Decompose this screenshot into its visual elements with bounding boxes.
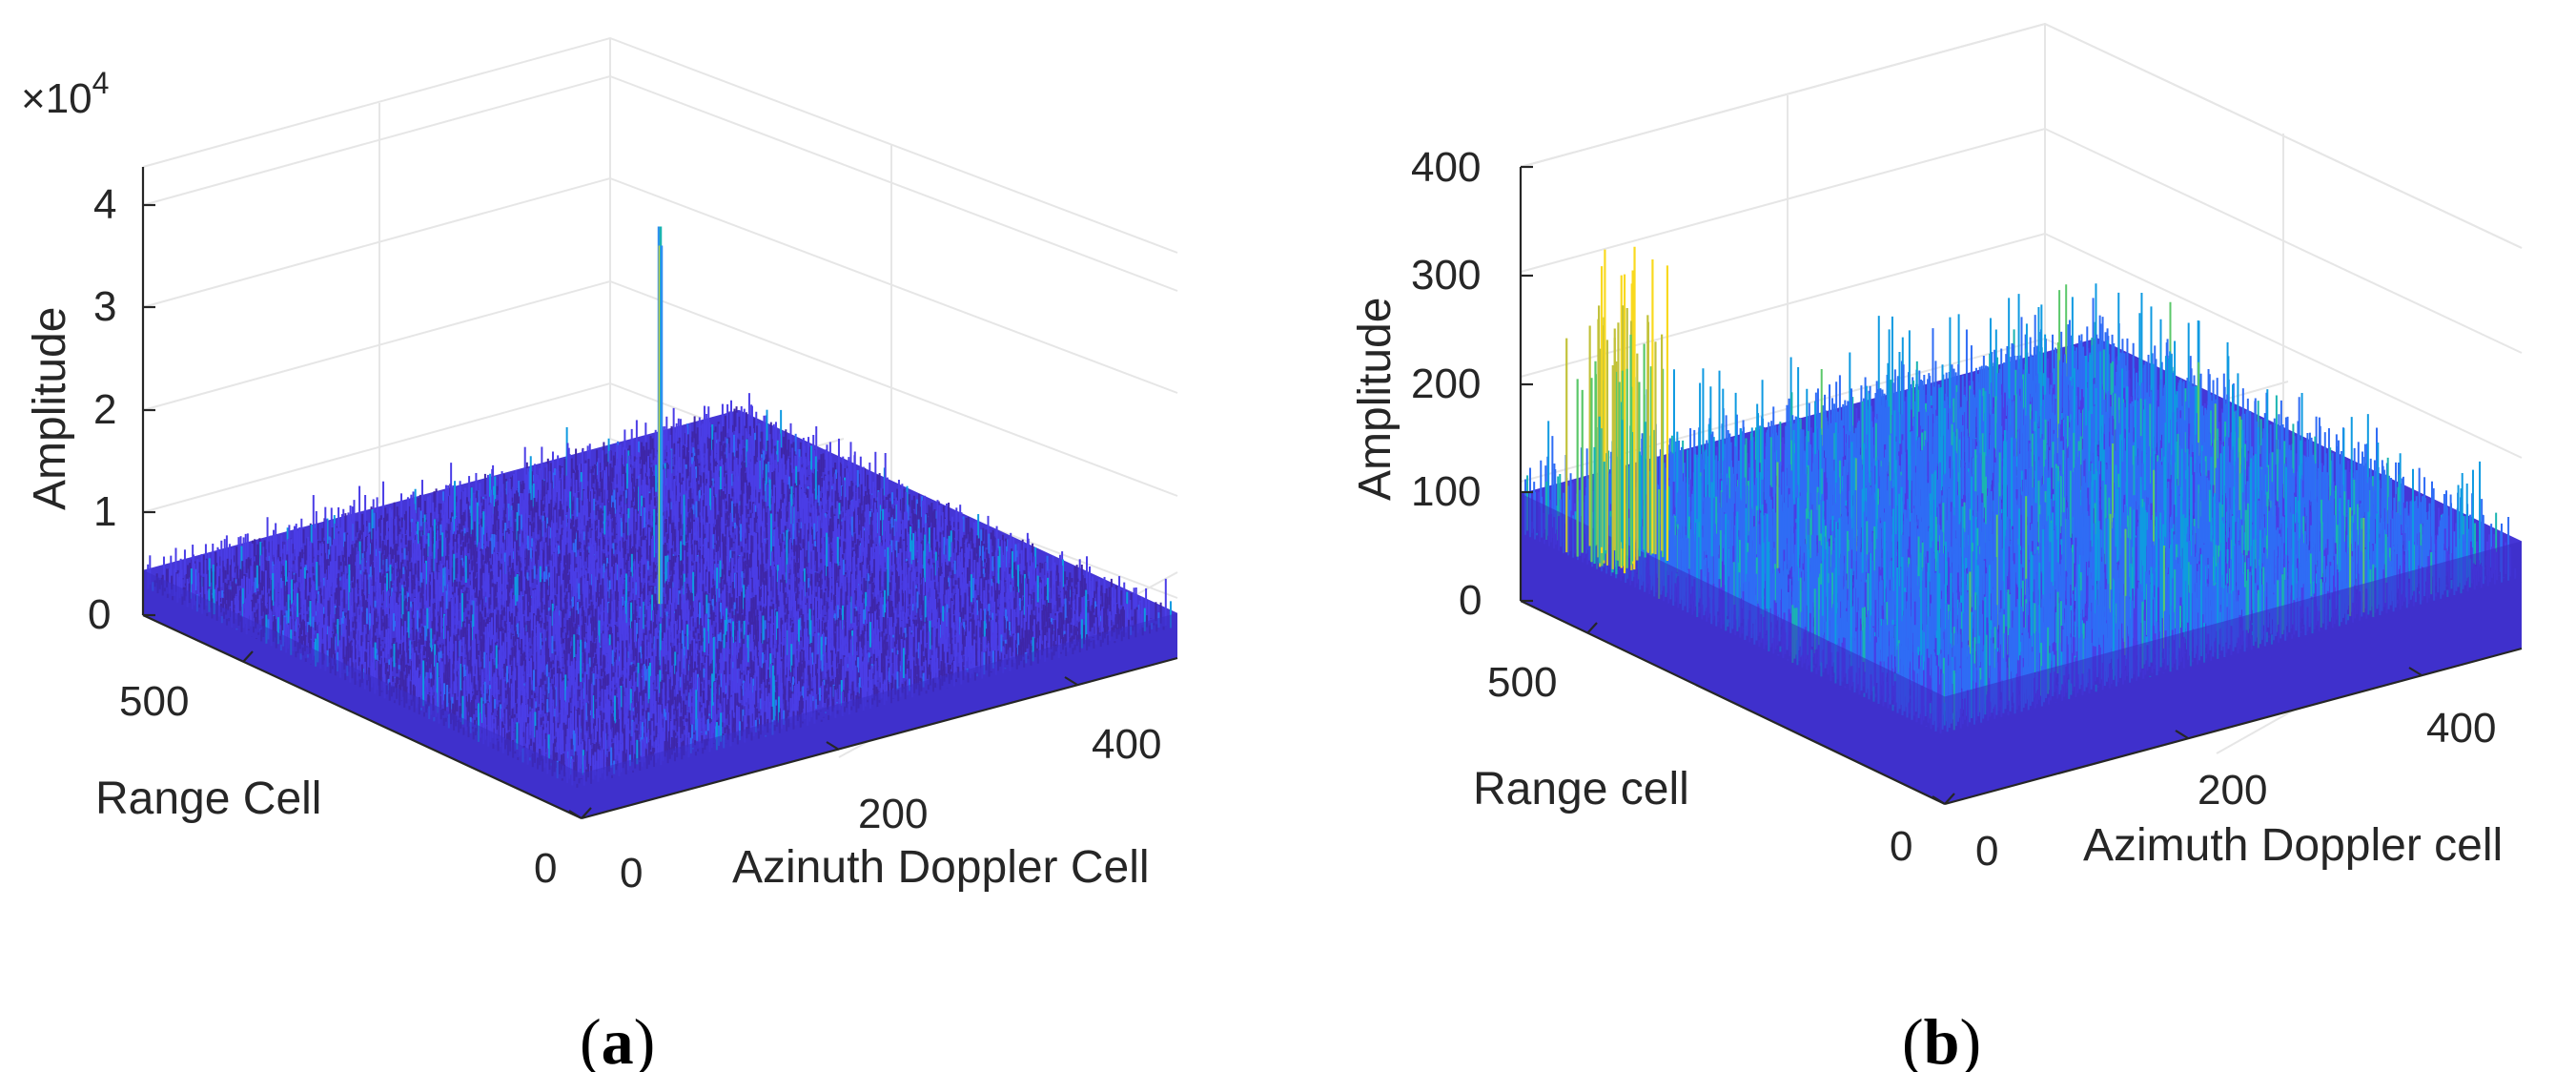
panel-a-surface [143,227,1177,819]
panel-a: ×104 4 3 2 1 0 500 0 0 200 400 Amplitude… [21,38,1177,1072]
